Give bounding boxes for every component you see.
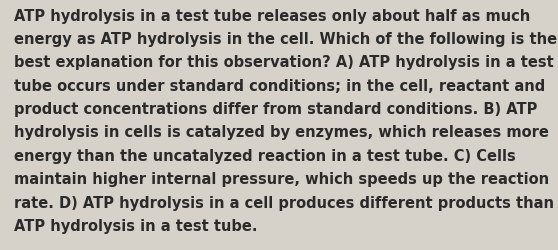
Text: tube occurs under standard conditions; in the cell, reactant and: tube occurs under standard conditions; i… [14,78,545,94]
Text: energy than the uncatalyzed reaction in a test tube. C) Cells: energy than the uncatalyzed reaction in … [14,148,516,163]
Text: ATP hydrolysis in a test tube.: ATP hydrolysis in a test tube. [14,218,257,233]
Text: energy as ATP hydrolysis in the cell. Which of the following is the: energy as ATP hydrolysis in the cell. Wh… [14,32,557,47]
Text: rate. D) ATP hydrolysis in a cell produces different products than: rate. D) ATP hydrolysis in a cell produc… [14,195,554,210]
Text: best explanation for this observation? A) ATP hydrolysis in a test: best explanation for this observation? A… [14,55,554,70]
Text: product concentrations differ from standard conditions. B) ATP: product concentrations differ from stand… [14,102,537,117]
Text: hydrolysis in cells is catalyzed by enzymes, which releases more: hydrolysis in cells is catalyzed by enzy… [14,125,549,140]
Text: ATP hydrolysis in a test tube releases only about half as much: ATP hydrolysis in a test tube releases o… [14,9,530,24]
Text: maintain higher internal pressure, which speeds up the reaction: maintain higher internal pressure, which… [14,172,549,186]
